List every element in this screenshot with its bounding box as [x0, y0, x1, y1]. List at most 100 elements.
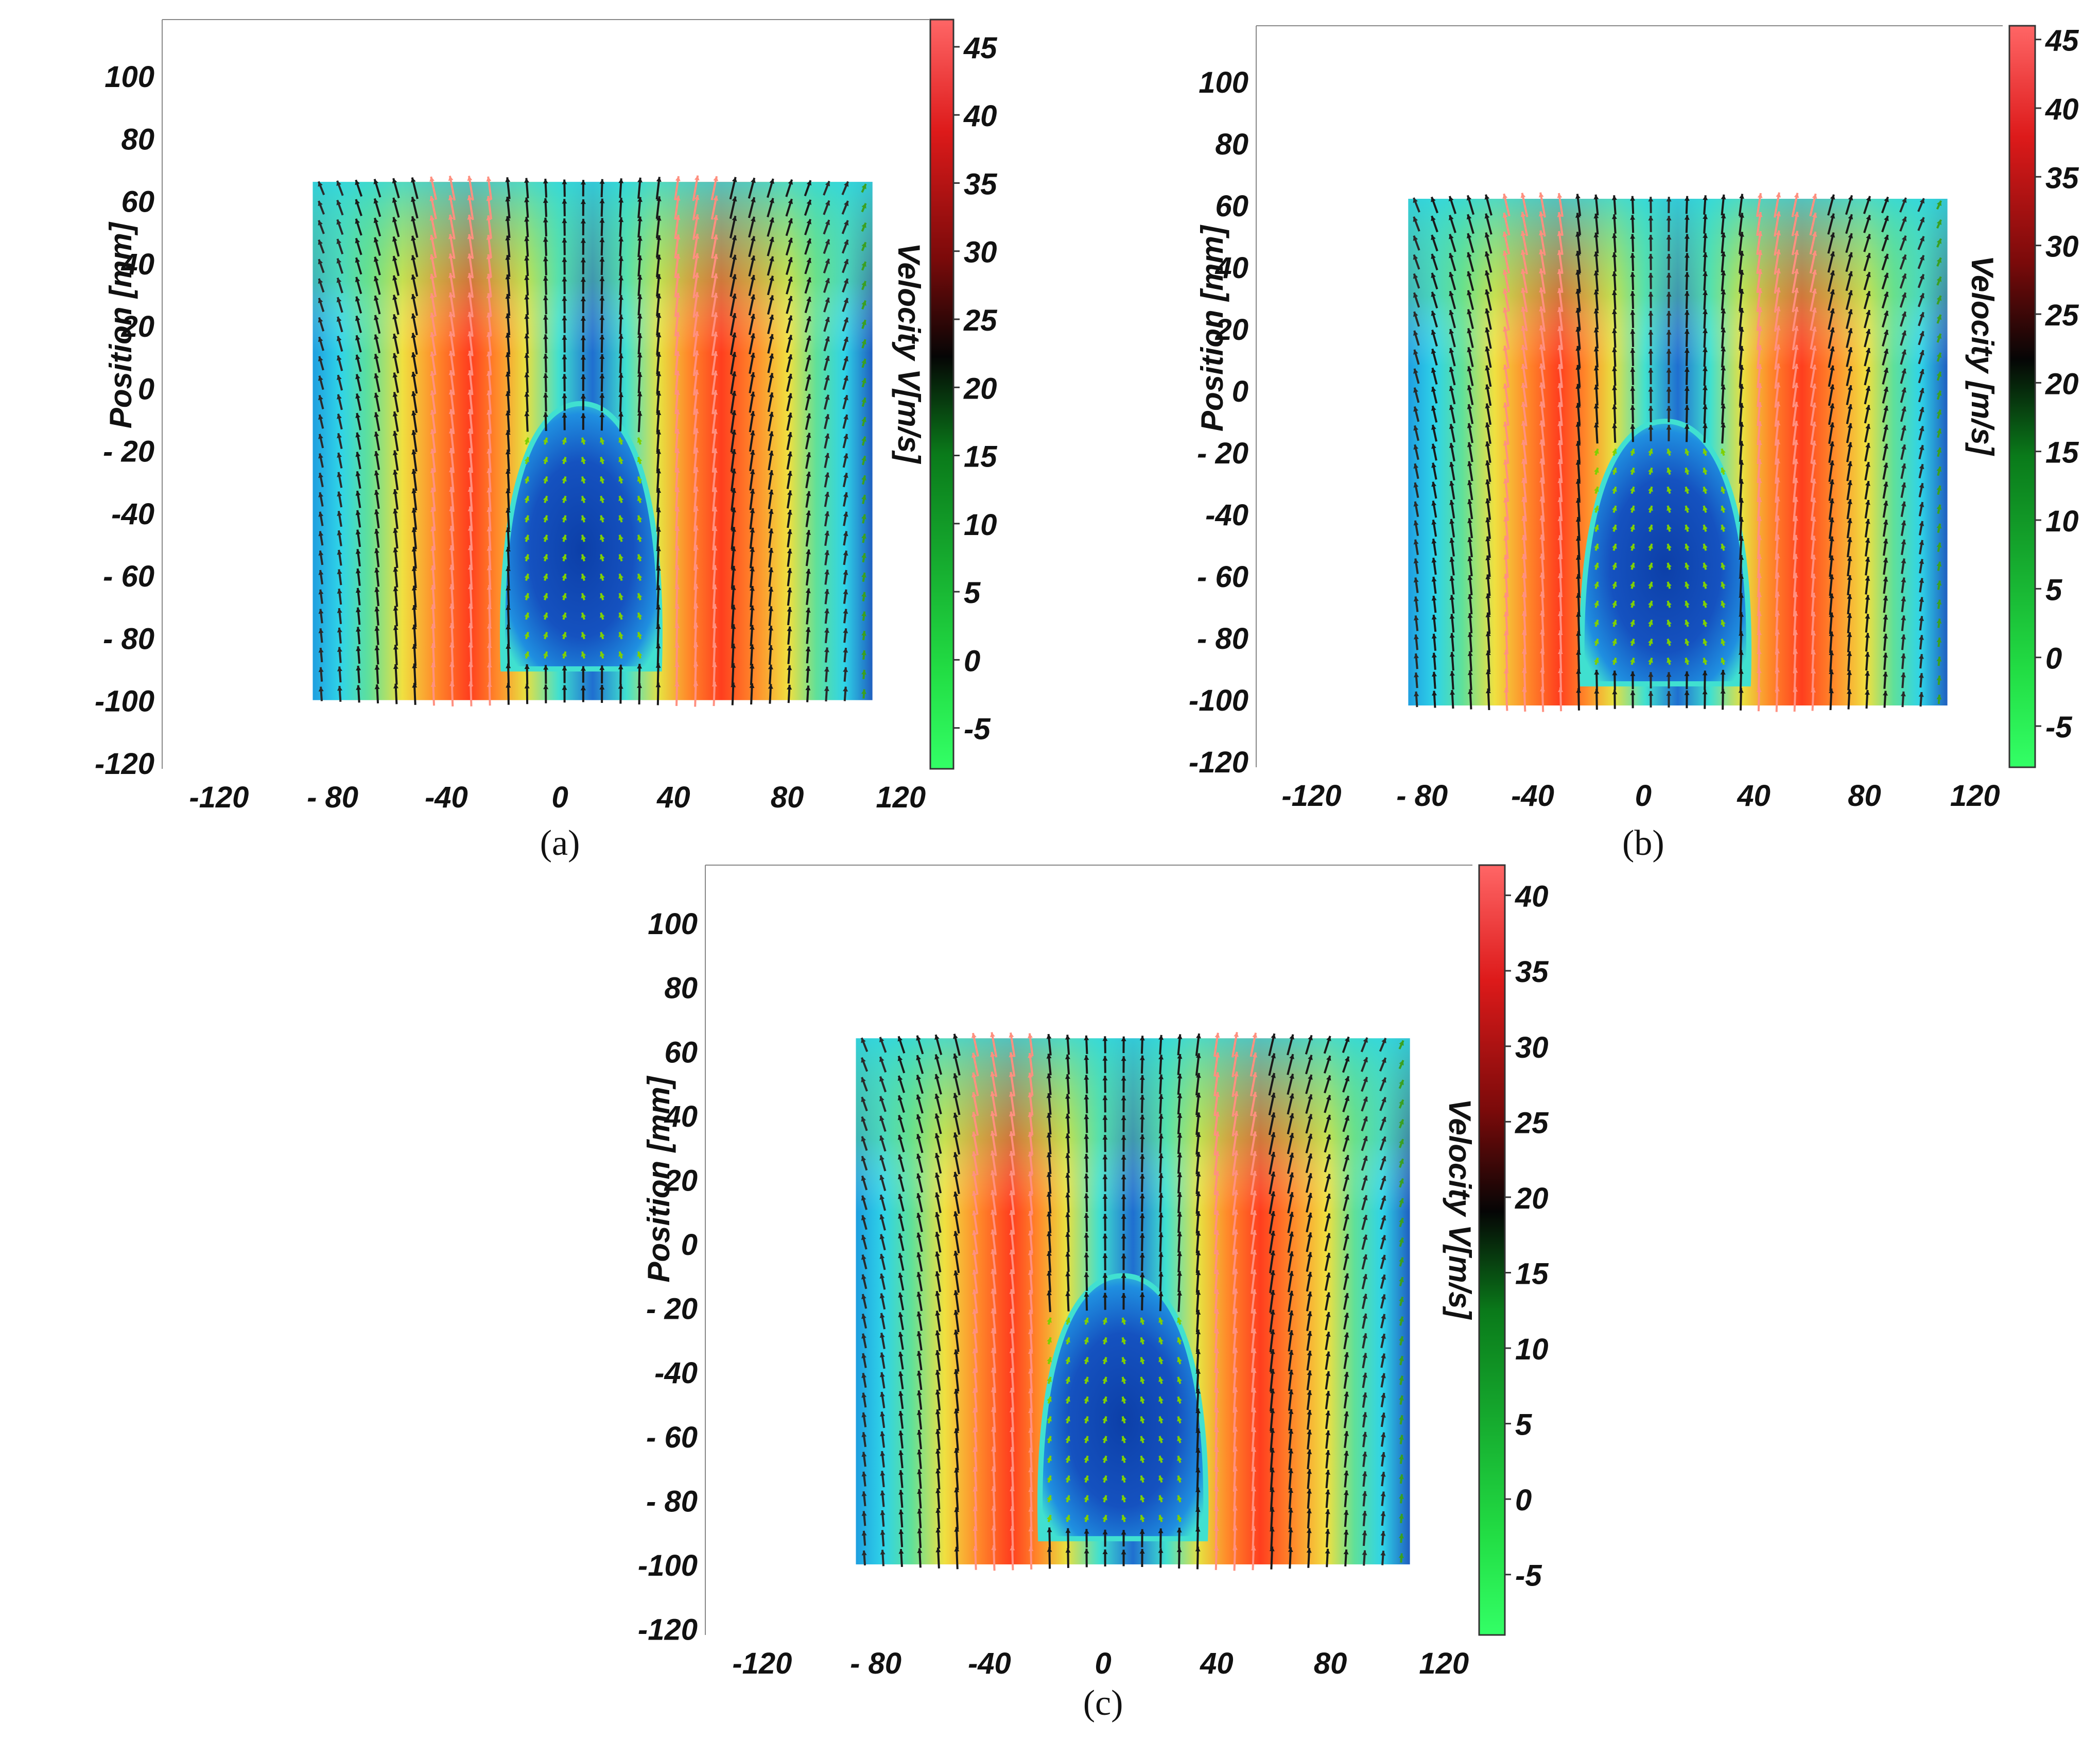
vector-arrow-head [972, 1309, 978, 1314]
vector-arrow-head [1140, 1475, 1145, 1481]
vector-arrow-head [599, 198, 605, 203]
vector-arrow-head [990, 1111, 996, 1116]
vector-arrow-head [768, 489, 774, 495]
vector-arrow-head [1757, 231, 1763, 236]
vector-arrow-head [637, 535, 643, 540]
vector-arrow-head [1775, 344, 1781, 350]
vector-arrow-head [1362, 1234, 1368, 1240]
vector-arrow-head [1139, 1055, 1145, 1060]
vector-arrow-head [1139, 1252, 1145, 1258]
vector-arrow-head [1575, 460, 1581, 465]
vector-arrow-head [1485, 441, 1490, 446]
vector-arrow-head [1611, 328, 1617, 333]
vector-arrow-head [1289, 1172, 1294, 1178]
vector-arrow-head [1594, 619, 1599, 625]
vector-arrow-head [750, 391, 755, 397]
vector-arrow-head [392, 217, 397, 222]
vector-arrow-head [562, 651, 567, 657]
vector-arrow-head [1612, 449, 1617, 454]
vector-arrow-head [1721, 581, 1726, 587]
vector-arrow-head [1648, 525, 1653, 530]
vector-arrow-head [1520, 212, 1526, 217]
vector-arrow-head [448, 214, 454, 220]
vector-arrow-head [1594, 487, 1599, 492]
vector-arrow-head [693, 408, 699, 414]
vector-arrow-head [355, 335, 360, 341]
vector-arrow-head [1630, 196, 1636, 201]
vector-arrow-head [505, 546, 511, 552]
vector-arrow-head [1028, 1073, 1033, 1078]
vector-arrow-head [1684, 310, 1690, 315]
vector-arrow-head [1065, 1317, 1070, 1323]
x-tick-label: 80 [1314, 1647, 1347, 1680]
vector-arrow-head [374, 645, 380, 650]
vector-arrow-head [1738, 650, 1744, 655]
vector-arrow-head [1702, 366, 1708, 371]
vector-arrow-head [861, 398, 866, 403]
vector-arrow-head [337, 453, 342, 458]
vector-arrow-head [1884, 253, 1889, 260]
vector-arrow-head [1467, 670, 1473, 675]
vector-arrow-head [806, 297, 811, 302]
vector-arrow-head [1883, 671, 1888, 677]
vector-arrow-head [1865, 576, 1870, 581]
vector-arrow-head [1326, 1056, 1331, 1061]
vector-arrow-head [562, 335, 567, 340]
vector-arrow-head [1667, 562, 1672, 568]
vector-arrow-head [318, 415, 323, 420]
vector-arrow-head [861, 1353, 866, 1358]
vector-arrow-head [991, 1288, 996, 1294]
vector-arrow-head [1308, 1055, 1313, 1060]
vector-arrow-head [1448, 196, 1454, 201]
vector-arrow-head [430, 526, 436, 531]
vector-arrow-head [467, 428, 473, 434]
vector-arrow-head [1865, 424, 1871, 429]
vector-arrow-head [880, 1510, 886, 1515]
vector-arrow-head [1739, 307, 1744, 313]
vector-arrow-head [1575, 574, 1581, 579]
vector-arrow-head [1326, 1036, 1331, 1041]
vector-arrow-head [1102, 1075, 1108, 1081]
vector-arrow-head [1666, 691, 1672, 696]
vector-arrow-head [1848, 290, 1853, 296]
vector-arrow-head [1919, 597, 1924, 602]
vector-arrow-head [788, 218, 793, 224]
vector-arrow-head [1343, 1490, 1349, 1495]
vector-arrow-head [337, 549, 342, 555]
vector-arrow-head [787, 335, 793, 340]
vector-arrow-head [1684, 291, 1690, 296]
vector-arrow-head [1233, 1308, 1238, 1314]
vector-arrow-head [1521, 496, 1526, 502]
vector-arrow-head [1399, 1277, 1404, 1283]
vector-arrow-head [393, 528, 398, 533]
vector-arrow-head [787, 548, 792, 554]
vector-arrow-head [618, 593, 623, 599]
vector-arrow-head [1467, 594, 1473, 599]
vector-arrow-head [355, 238, 360, 244]
vector-arrow-head [1028, 1310, 1033, 1315]
vector-arrow-head [990, 1032, 995, 1038]
vector-arrow-head [1399, 1415, 1404, 1421]
x-tick-label: - 80 [850, 1647, 901, 1680]
vector-arrow-head [1648, 581, 1653, 587]
vector-arrow-head [991, 1545, 997, 1550]
vector-arrow-head [1065, 1252, 1071, 1257]
vector-arrow-head [879, 1352, 885, 1358]
vector-arrow-head [1344, 1115, 1350, 1121]
vector-arrow-head [916, 1153, 922, 1159]
vector-arrow-head [953, 1192, 959, 1197]
vector-arrow-head [1703, 600, 1708, 606]
vector-arrow-head [861, 533, 866, 539]
vector-arrow-head [1757, 383, 1762, 388]
vector-arrow-head [1344, 1391, 1349, 1397]
vector-arrow-head [1325, 1292, 1331, 1298]
vector-arrow-head [1413, 577, 1419, 583]
vector-arrow-head [1065, 1548, 1071, 1553]
vector-arrow-head [1775, 553, 1780, 559]
vector-arrow-head [916, 1094, 922, 1100]
vector-arrow-head [1757, 250, 1763, 255]
vector-arrow-head [1466, 214, 1472, 220]
vector-arrow-head [1307, 1291, 1312, 1297]
vector-arrow-head [355, 491, 361, 496]
vector-arrow-head [1158, 1252, 1164, 1257]
